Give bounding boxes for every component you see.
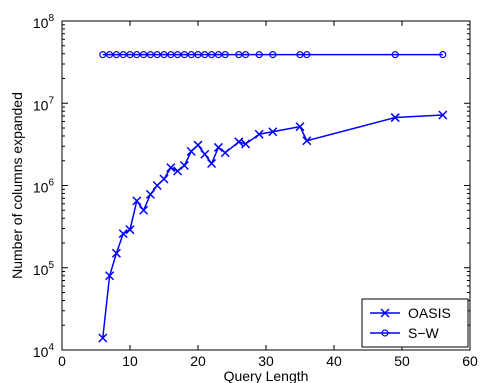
x-marker [105, 271, 115, 281]
legend-entry: OASIS [370, 305, 451, 321]
x-tick-label: 10 [122, 353, 138, 369]
x-marker [200, 149, 210, 159]
y-tick-label: 107 [33, 95, 55, 113]
x-marker [207, 158, 217, 169]
x-marker [145, 189, 155, 199]
circle-marker [208, 51, 216, 59]
legend-label: S−W [408, 325, 440, 341]
x-tick-label: 40 [326, 353, 342, 369]
circle-marker [126, 51, 134, 59]
circle-marker [140, 51, 148, 59]
x-marker [179, 160, 189, 171]
x-marker [380, 308, 390, 318]
circle-marker [99, 51, 107, 59]
x-marker [118, 229, 128, 239]
circle-marker [391, 51, 399, 59]
circle-marker [235, 51, 243, 59]
y-axis-label: Number of columns expanded [9, 92, 25, 279]
y-tick-label: 108 [33, 13, 55, 31]
circle-marker [105, 51, 114, 59]
circle-marker [160, 51, 168, 59]
x-marker [111, 248, 121, 258]
x-tick-label: 60 [462, 353, 478, 369]
x-marker [132, 196, 142, 206]
circle-marker [221, 51, 229, 59]
circle-marker [112, 51, 121, 59]
series-s-w [99, 51, 447, 59]
legend-box [361, 298, 469, 348]
x-marker [213, 142, 223, 152]
circle-marker [303, 51, 311, 59]
y-tick-label: 104 [33, 342, 55, 360]
circle-marker [381, 329, 389, 337]
x-marker [139, 205, 149, 215]
x-marker [302, 136, 312, 146]
x-marker [234, 137, 244, 147]
x-tick-label: 50 [394, 353, 410, 369]
circle-marker [146, 51, 154, 59]
circle-marker [153, 51, 161, 59]
circle-marker [439, 51, 447, 59]
circle-marker [255, 51, 263, 59]
series-layer [98, 51, 448, 343]
x-marker [220, 148, 230, 158]
circle-marker [201, 51, 209, 59]
circle-marker [180, 51, 188, 59]
x-marker [98, 333, 108, 343]
x-tick-label: 0 [58, 353, 66, 369]
x-marker [159, 174, 169, 184]
x-marker [241, 139, 251, 149]
x-marker [268, 127, 278, 137]
x-marker [438, 110, 448, 120]
circle-marker [296, 51, 304, 59]
circle-marker [167, 51, 175, 59]
circle-marker [214, 51, 222, 59]
ticks-layer: 0 10 20 30 40 50 60 104 105 106 107 108 [33, 13, 478, 369]
x-marker [173, 166, 183, 176]
circle-marker [174, 51, 182, 59]
circle-marker [133, 51, 141, 59]
x-marker [125, 225, 135, 235]
x-marker [166, 163, 176, 173]
x-axis-label: Query Length [224, 368, 309, 383]
x-marker [254, 129, 264, 139]
x-tick-label: 20 [190, 353, 206, 369]
circle-marker [187, 51, 195, 59]
x-marker [295, 122, 305, 132]
y-tick-label: 106 [33, 178, 55, 196]
circle-marker [242, 51, 250, 59]
legend: OASIS S−W [361, 298, 469, 348]
legend-entry: S−W [370, 325, 440, 341]
series-oasis [98, 110, 448, 343]
x-marker [193, 140, 203, 150]
circle-marker [119, 51, 127, 59]
circle-marker [194, 51, 202, 59]
y-tick-label: 105 [33, 260, 55, 278]
circle-marker [269, 51, 277, 59]
x-tick-label: 30 [258, 353, 274, 369]
x-marker [390, 113, 400, 123]
legend-label: OASIS [408, 305, 451, 321]
